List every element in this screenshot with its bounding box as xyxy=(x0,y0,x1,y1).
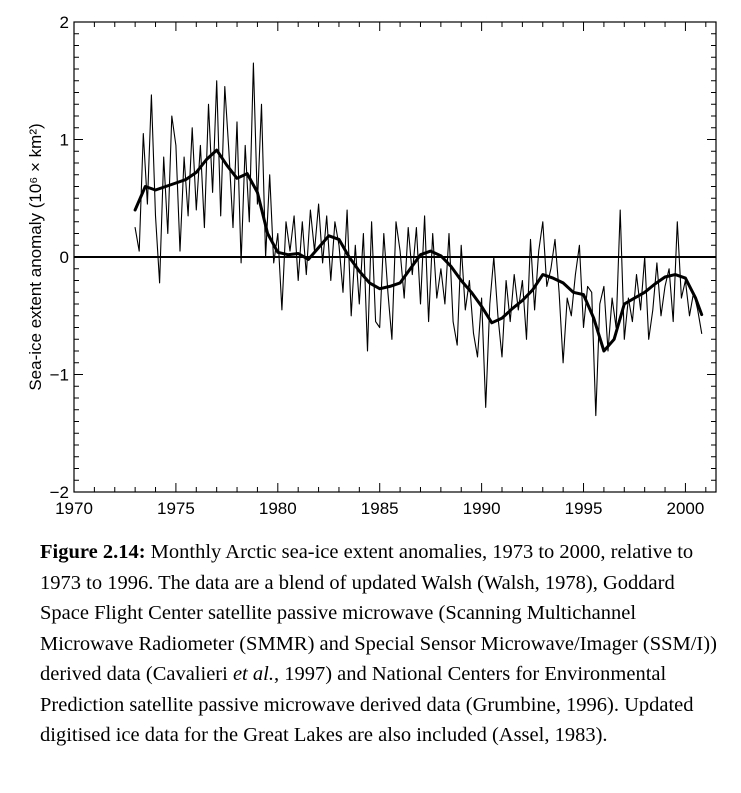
sea-ice-anomaly-chart: 1970 1975 1980 1985 1990 1995 2000 −2 −1 0 1 2 Sea-… xyxy=(26,13,717,518)
caption-italic: et al. xyxy=(232,663,274,685)
x-tick-label: 1970 xyxy=(55,499,93,518)
y-tick-label: 0 xyxy=(60,248,69,267)
monthly-series-line xyxy=(134,62,703,417)
tick-layer xyxy=(73,21,716,493)
x-tick-label: 1980 xyxy=(259,499,297,518)
tick-label-layer: 1970 1975 1980 1985 1990 1995 2000 −2 −1 0 1 2 xyxy=(50,13,705,518)
smoothed-series-line xyxy=(133,148,704,353)
figure-caption: Figure 2.14: Monthly Arctic sea-ice exte… xyxy=(40,537,720,751)
y-tick-label: 2 xyxy=(60,13,69,32)
y-axis-title: Sea-ice extent anomaly (10⁶ × km²) xyxy=(26,123,45,390)
caption-text-part-2: , 1997) and National Centers for Environ… xyxy=(40,663,694,746)
y-tick-label: 1 xyxy=(60,131,69,150)
x-tick-label: 1990 xyxy=(463,499,501,518)
x-tick-label: 2000 xyxy=(667,499,705,518)
series-layer xyxy=(133,62,704,417)
x-tick-label: 1975 xyxy=(157,499,195,518)
x-tick-label: 1985 xyxy=(361,499,399,518)
caption-label: Figure 2.14: xyxy=(40,541,146,563)
caption-text-part-1: Monthly Arctic sea-ice extent anomalies,… xyxy=(40,541,717,685)
y-tick-label: −2 xyxy=(50,483,69,502)
y-tick-label: −1 xyxy=(50,366,69,385)
x-tick-label: 1995 xyxy=(565,499,603,518)
